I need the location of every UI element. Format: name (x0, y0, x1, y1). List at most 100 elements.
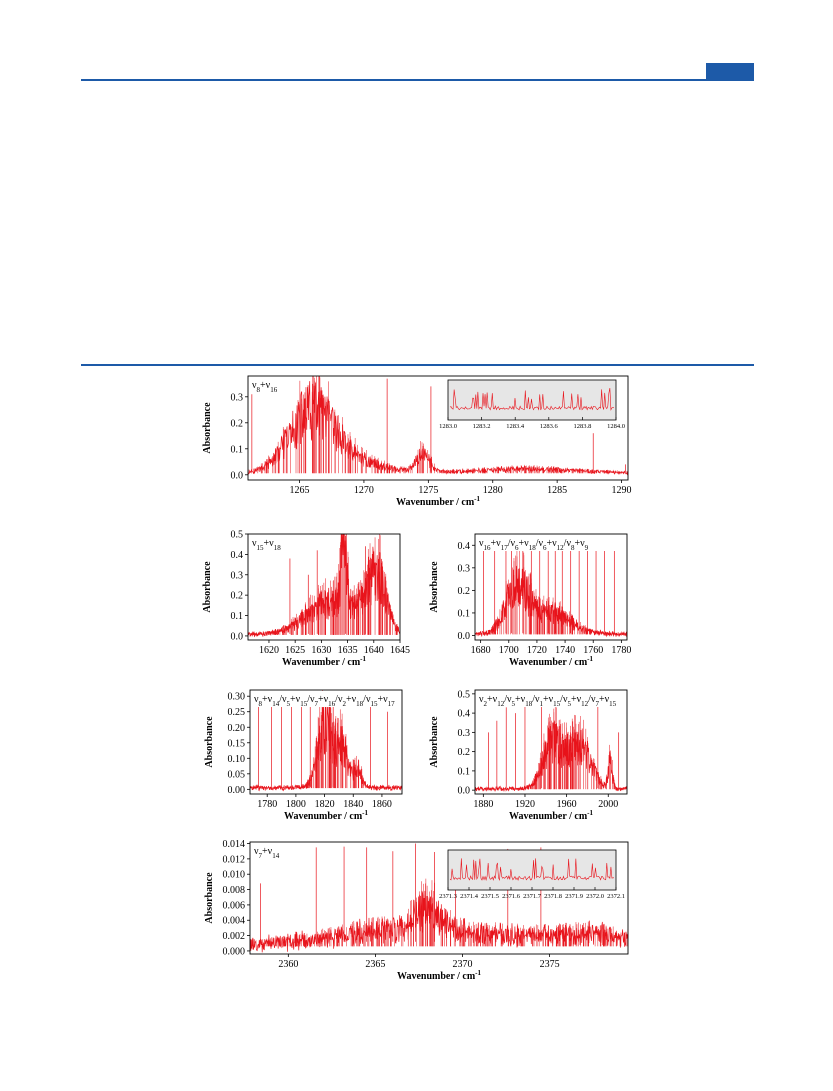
y-tick-label: 0.1 (231, 611, 244, 622)
band-label-bg (476, 691, 626, 707)
x-tick-label: 2375 (540, 959, 560, 970)
y-tick-label: 0.25 (228, 707, 246, 718)
header-rule (81, 79, 754, 81)
x-tick-label: 1880 (473, 799, 493, 810)
y-tick-label: 0.4 (458, 541, 471, 552)
x-tick-label: 1840 (343, 799, 363, 810)
y-tick-label: 0.1 (458, 766, 471, 777)
inset-tick-label: 2371.9 (565, 893, 583, 900)
inset-tick-label: 2372.1 (607, 893, 625, 900)
y-tick-label: 0.15 (228, 738, 246, 749)
y-tick-label: 0.30 (228, 692, 246, 703)
plot-frame (249, 689, 403, 795)
y-tick-label: 0.0 (458, 631, 471, 642)
x-tick-label: 2360 (278, 959, 298, 970)
inset-tick-label: 1283.8 (573, 423, 591, 430)
inset-tick-label: 1283.0 (439, 423, 457, 430)
x-axis-title: Wavenumber / cm-1 (284, 809, 368, 822)
x-axis-title: Wavenumber / cm-1 (282, 655, 366, 668)
plot-area (248, 534, 400, 638)
y-tick-label: 0.1 (458, 608, 471, 619)
plot-area (475, 536, 627, 638)
inset-box (447, 379, 617, 421)
x-tick-label: 1620 (259, 645, 279, 656)
x-tick-label: 1760 (583, 645, 603, 656)
plot-frame (474, 533, 628, 641)
x-tick-label: 1780 (611, 645, 631, 656)
y-axis-title: Absorbance (202, 561, 213, 613)
y-tick-label: 0.05 (228, 769, 246, 780)
band-label-bg (249, 535, 297, 551)
spectrum-trace (250, 890, 628, 953)
y-tick-label: 0.004 (223, 916, 246, 927)
band-label: ν16+ν17/ν6+ν18/ν6+ν12/ν8+ν9 (479, 538, 589, 552)
band-label-bg (476, 535, 626, 551)
y-axis-title: Absorbance (202, 402, 213, 454)
y-tick-label: 0.010 (223, 870, 246, 881)
spectrum-trace (250, 699, 402, 792)
inset-tick-label: 2371.6 (502, 893, 521, 900)
plot-area (475, 697, 627, 792)
y-tick-label: 0.5 (458, 689, 471, 700)
x-tick-label: 1820 (315, 799, 335, 810)
page-number-tab (706, 63, 754, 79)
plot-area (250, 690, 402, 792)
band-label: ν15+ν18 (252, 538, 281, 552)
inset-tick-label: 2372.0 (586, 893, 604, 900)
y-tick-label: 0.3 (231, 570, 244, 581)
x-tick-label: 1720 (527, 645, 547, 656)
y-tick-label: 0.2 (231, 591, 244, 602)
y-tick-label: 0.000 (223, 946, 246, 957)
x-axis-title: Wavenumber / cm-1 (509, 809, 593, 822)
band-label: ν8+ν14/ν5+ν15/ν7+ν16/ν2+ν18/ν15+ν17 (254, 694, 395, 708)
y-tick-label: 0.0 (231, 470, 244, 481)
x-tick-label: 1740 (555, 645, 575, 656)
x-axis-title: Wavenumber / cm-1 (509, 655, 593, 668)
y-tick-label: 0.3 (458, 728, 471, 739)
y-tick-label: 0.2 (231, 418, 244, 429)
y-tick-label: 0.1 (231, 444, 244, 455)
x-axis-title: Wavenumber / cm-1 (396, 495, 480, 508)
inset-tick-label: 1284.0 (607, 423, 625, 430)
spectrum-trace (475, 720, 627, 792)
band-label-bg (251, 843, 293, 859)
x-tick-label: 1645 (390, 645, 410, 656)
y-tick-label: 0.3 (231, 392, 244, 403)
y-tick-label: 0.0 (458, 786, 471, 797)
x-axis-title: Wavenumber / cm-1 (397, 969, 481, 982)
y-tick-label: 0.00 (228, 785, 246, 796)
plot-area (250, 843, 628, 953)
y-tick-label: 0.4 (458, 709, 471, 720)
y-axis-title: Absorbance (429, 716, 440, 768)
x-tick-label: 1290 (612, 485, 632, 496)
y-tick-label: 0.20 (228, 723, 246, 734)
band-label: ν8+ν16 (252, 380, 278, 394)
chart-panel-6: 2371.3 2371.4 2371.5 2371.6 2371.7 2371.8 2371… (204, 839, 629, 982)
band-label-bg (251, 691, 401, 707)
inset-tick-label: 1283.6 (540, 423, 559, 430)
x-tick-label: 1630 (311, 645, 331, 656)
x-tick-label: 1960 (557, 799, 577, 810)
band-label-bg (249, 377, 291, 393)
chart-panel-4: 1780 1800 1820 1840 1860 0.00 0.05 0.10 0.15 0.20… (204, 689, 403, 822)
inset-tick-label: 2371.8 (544, 893, 562, 900)
x-tick-label: 1680 (471, 645, 491, 656)
y-tick-label: 0.3 (458, 563, 471, 574)
inset-tick-label: 1283.2 (473, 423, 491, 430)
y-tick-label: 0.5 (231, 530, 244, 541)
y-tick-label: 0.2 (458, 747, 471, 758)
y-tick-label: 0.2 (458, 586, 471, 597)
y-tick-label: 0.006 (223, 900, 246, 911)
inset-tick-label: 2371.7 (523, 893, 542, 900)
inset-trace (449, 388, 615, 411)
x-tick-label: 1800 (286, 799, 306, 810)
section-rule (81, 364, 754, 366)
y-axis-title: Absorbance (429, 561, 440, 613)
inset-tick-label: 2371.5 (481, 893, 499, 900)
plot-area (248, 376, 628, 476)
band-label: ν2+ν12/ν5+ν18/ν1+ν15/ν5+ν12/ν7+ν15 (479, 694, 617, 708)
y-axis-title: Absorbance (204, 872, 215, 924)
x-tick-label: 1780 (257, 799, 277, 810)
y-tick-label: 0.008 (223, 885, 246, 896)
x-tick-label: 1700 (499, 645, 519, 656)
